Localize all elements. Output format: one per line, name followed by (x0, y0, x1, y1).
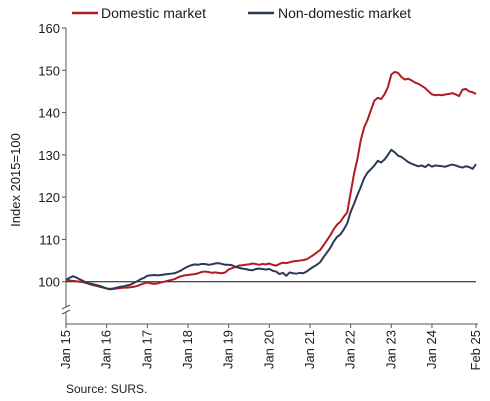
x-tick-label: Jan 19 (221, 330, 236, 369)
x-tick-label: Jan 24 (424, 330, 439, 369)
source-note: Source: SURS. (66, 382, 148, 396)
y-tick-label: 120 (38, 190, 60, 205)
y-tick-label: 110 (39, 232, 60, 247)
x-tick-label: Jan 21 (302, 330, 317, 369)
series-line-domestic (65, 70, 477, 291)
y-tick-label: 150 (38, 63, 60, 78)
chart-legend: Domestic market Non-domestic market (72, 5, 411, 21)
x-tick-label: Feb 25 (468, 330, 483, 370)
y-axis-label: Index 2015=100 (8, 133, 23, 227)
x-tick-label: Jan 18 (180, 330, 195, 369)
axes (61, 28, 478, 325)
series-line-non-domestic (65, 148, 477, 290)
series-lines (65, 70, 477, 291)
y-tick-label: 140 (38, 106, 60, 121)
y-tick-label: 100 (38, 275, 60, 290)
x-tick-label: Jan 16 (99, 330, 114, 369)
x-tick-label: Jan 23 (383, 330, 398, 369)
x-axis-ticks: Jan 15 Jan 16 Jan 17 Jan 18 Jan 19 Jan 20 Jan … (58, 324, 483, 370)
x-tick-label: Jan 17 (139, 330, 154, 369)
x-tick-label: Jan 20 (261, 330, 276, 369)
y-tick-label: 130 (38, 148, 60, 163)
y-tick-label: 160 (38, 21, 60, 36)
y-axis-ticks: 100 110 120 130 140 150 160 (38, 21, 66, 290)
legend-label-non-domestic: Non-domestic market (278, 5, 411, 21)
x-tick-label: Jan 22 (343, 330, 358, 369)
legend-label-domestic: Domestic market (101, 5, 206, 21)
x-tick-label: Jan 15 (58, 330, 73, 369)
